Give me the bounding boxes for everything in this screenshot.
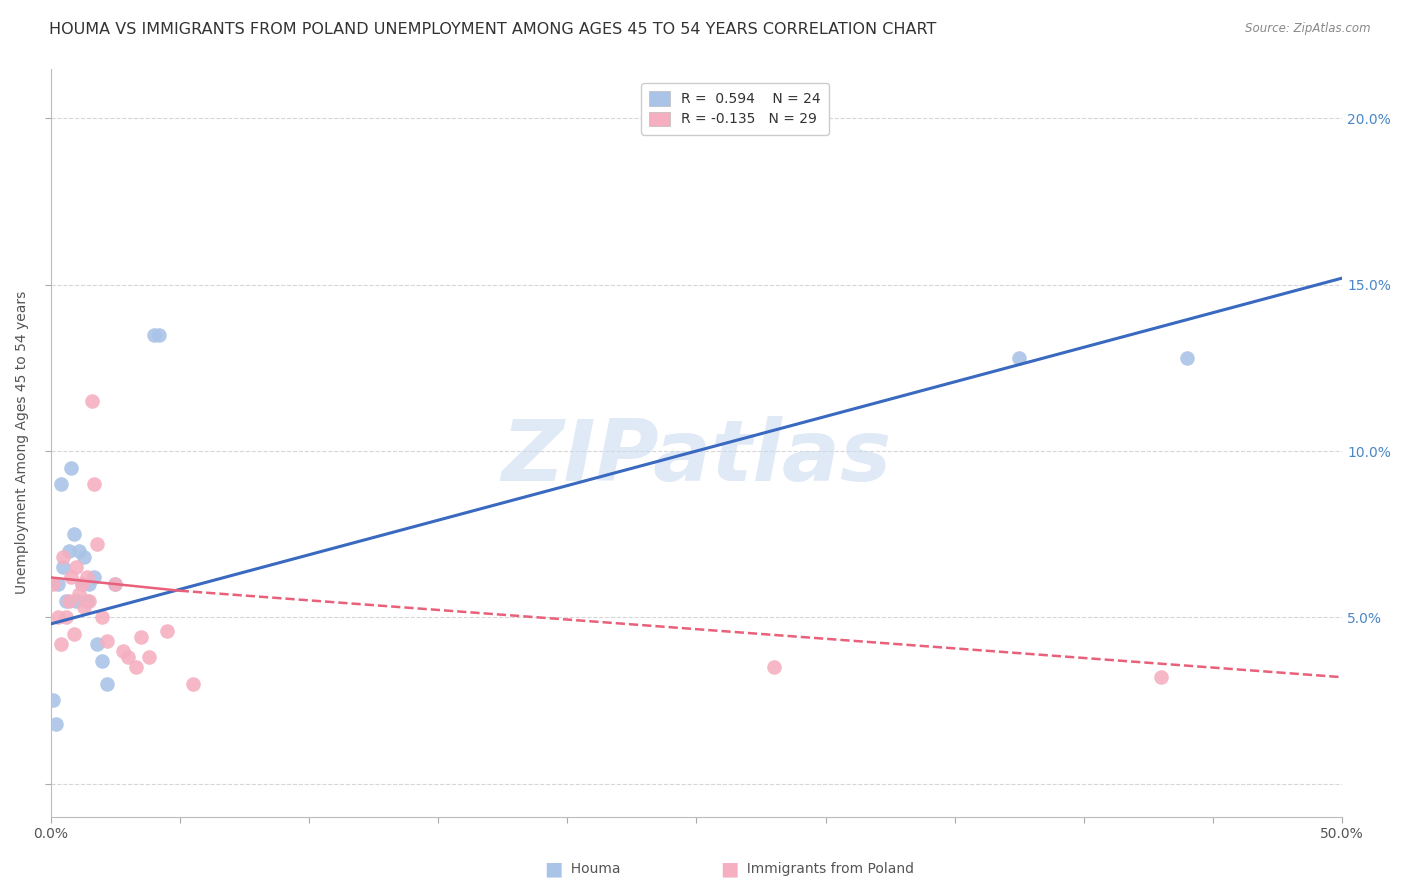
Point: [148, 327, 170, 342]
Text: ZIPatlas: ZIPatlas: [502, 417, 891, 500]
Text: HOUMA VS IMMIGRANTS FROM POLAND UNEMPLOYMENT AMONG AGES 45 TO 54 YEARS CORRELATI: HOUMA VS IMMIGRANTS FROM POLAND UNEMPLOY…: [49, 22, 936, 37]
Y-axis label: Unemployment Among Ages 45 to 54 years: Unemployment Among Ages 45 to 54 years: [15, 291, 30, 594]
Point: [62, 527, 84, 541]
Point: [111, 643, 134, 657]
Point: [76, 593, 98, 607]
Point: [46, 577, 69, 591]
Point: [77, 593, 100, 607]
Point: [117, 650, 139, 665]
Point: [58, 544, 80, 558]
Point: [104, 577, 127, 591]
Point: [49, 477, 72, 491]
Point: [55, 593, 77, 607]
Point: [45, 716, 67, 731]
Point: [70, 577, 93, 591]
Point: [49, 637, 72, 651]
Text: ■: ■: [720, 859, 738, 879]
Point: [65, 593, 87, 607]
Text: ■: ■: [544, 859, 562, 879]
Point: [1150, 670, 1173, 684]
Point: [65, 560, 87, 574]
Point: [1175, 351, 1198, 365]
Point: [46, 610, 69, 624]
Point: [60, 460, 83, 475]
Text: Source: ZipAtlas.com: Source: ZipAtlas.com: [1246, 22, 1371, 36]
Point: [142, 327, 165, 342]
Point: [83, 477, 105, 491]
Text: Immigrants from Poland: Immigrants from Poland: [738, 862, 914, 876]
Point: [91, 654, 114, 668]
Point: [67, 544, 90, 558]
Point: [138, 650, 160, 665]
Point: [73, 600, 96, 615]
Point: [42, 693, 65, 707]
Point: [181, 677, 204, 691]
Point: [60, 570, 83, 584]
Point: [129, 630, 152, 644]
Point: [96, 633, 118, 648]
Point: [67, 587, 90, 601]
Point: [83, 570, 105, 584]
Point: [76, 570, 98, 584]
Point: [58, 593, 80, 607]
Point: [42, 577, 65, 591]
Point: [125, 660, 148, 674]
Point: [96, 677, 118, 691]
Point: [91, 610, 114, 624]
Point: [55, 610, 77, 624]
Point: [73, 550, 96, 565]
Point: [156, 624, 179, 638]
Text: Houma: Houma: [562, 862, 621, 876]
Point: [86, 637, 108, 651]
Legend: R =  0.594    N = 24, R = -0.135   N = 29: R = 0.594 N = 24, R = -0.135 N = 29: [641, 83, 830, 135]
Point: [80, 394, 103, 409]
Point: [86, 537, 108, 551]
Point: [52, 550, 75, 565]
Point: [104, 577, 127, 591]
Point: [70, 577, 93, 591]
Point: [52, 560, 75, 574]
Point: [762, 660, 785, 674]
Point: [77, 577, 100, 591]
Point: [62, 627, 84, 641]
Point: [1008, 351, 1031, 365]
